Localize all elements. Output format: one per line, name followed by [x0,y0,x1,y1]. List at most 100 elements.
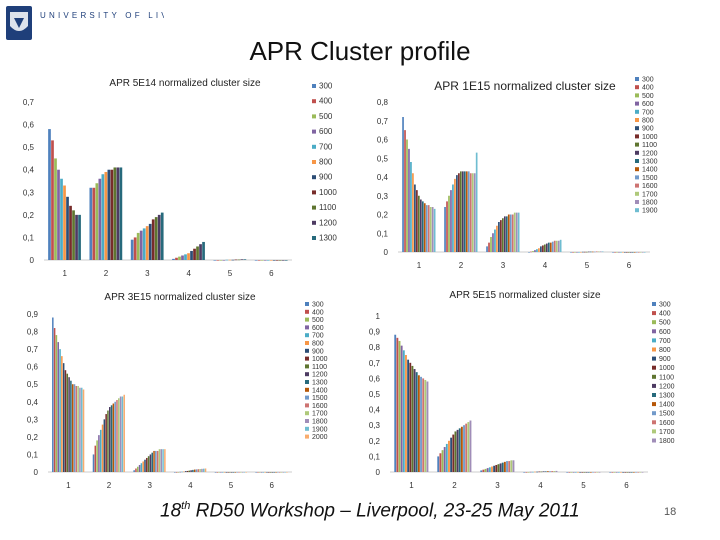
x-tick-label: 3 [145,269,150,278]
bar [121,396,124,472]
bar [586,251,588,253]
bar [570,252,572,253]
legend-swatch [312,205,316,210]
bar [216,472,219,473]
bar [89,187,93,260]
bar [153,450,155,472]
bar [538,471,541,473]
legend-label: 300 [312,302,324,309]
bar [243,259,247,260]
legend-swatch [635,142,639,147]
legend-label: 1100 [319,203,337,212]
legend-swatch [652,329,656,334]
bar [597,251,600,253]
bar [536,249,538,252]
legend-label: 900 [642,126,654,133]
bar [463,171,466,252]
bar [527,472,530,473]
bar [456,175,458,252]
bar [273,472,275,473]
bar [452,184,454,252]
bar [616,252,618,253]
footer-superscript: th [181,500,191,512]
legend-label: 300 [642,77,654,84]
legend-label: 1100 [312,364,327,371]
bar [190,250,193,260]
y-tick-label: 0,4 [27,398,39,407]
footer-text: 18th RD50 Workshop – Liverpool, 23-25 Ma… [160,500,580,522]
bar [154,217,158,260]
bar [156,450,159,472]
bar [259,472,261,473]
bar [92,454,95,472]
bar [624,472,627,473]
bar [499,463,502,472]
x-tick-label: 1 [66,481,71,490]
y-tick-label: 0,7 [369,359,381,368]
x-tick-label: 2 [107,481,112,490]
bar [52,317,54,472]
bar [186,470,189,472]
bar [75,214,78,260]
bar [551,241,554,252]
bar [595,251,598,253]
legend-swatch [305,395,309,400]
bar [612,252,614,253]
bar [78,214,81,260]
bar [454,431,457,472]
x-tick-label: 1 [417,261,422,270]
bar [594,472,597,473]
bar [54,158,57,260]
x-tick-label: 6 [269,269,274,278]
bar [71,384,74,472]
legend-swatch [305,411,309,416]
bar [503,216,506,252]
bar [284,472,286,473]
legend-label: 1000 [642,134,658,141]
legend-swatch [652,320,656,325]
y-tick-label: 0,7 [27,345,39,354]
bar [450,437,453,472]
bar [228,259,232,261]
bar [633,252,636,253]
slide-title: APR Cluster profile [249,36,471,66]
y-tick-label: 0,4 [23,166,35,175]
bar [510,460,513,472]
bar [443,447,446,472]
bar [172,258,175,260]
bar [576,252,578,253]
crest-emblem-shape [14,18,24,28]
x-tick-label: 6 [624,481,629,490]
footer-prefix: 18 [160,500,182,522]
bar [639,252,642,253]
y-tick-label: 0,3 [377,192,389,201]
bar [57,169,60,260]
legend-swatch [312,114,316,119]
bar [467,422,470,472]
bar [219,260,223,261]
bar [278,472,281,473]
bar [507,214,510,252]
legend-label: 500 [659,320,671,327]
bar [538,248,540,252]
legend-swatch [652,356,656,361]
bar [281,260,285,261]
y-tick-label: 0 [384,248,389,257]
bar [199,244,202,260]
bar [199,469,201,472]
y-tick-label: 0,8 [27,328,39,337]
legend-swatch [312,144,316,149]
bar [275,260,279,261]
bar [501,462,504,472]
bar [149,454,152,472]
bar [162,449,164,472]
legend-swatch [305,372,309,377]
legend-label: 1600 [659,420,675,427]
bar [61,356,63,472]
bar [465,171,468,252]
bar [232,472,235,473]
bar [578,252,580,253]
page-number: 18 [664,506,677,518]
bar [113,167,117,260]
legend-label: 1200 [319,218,337,227]
